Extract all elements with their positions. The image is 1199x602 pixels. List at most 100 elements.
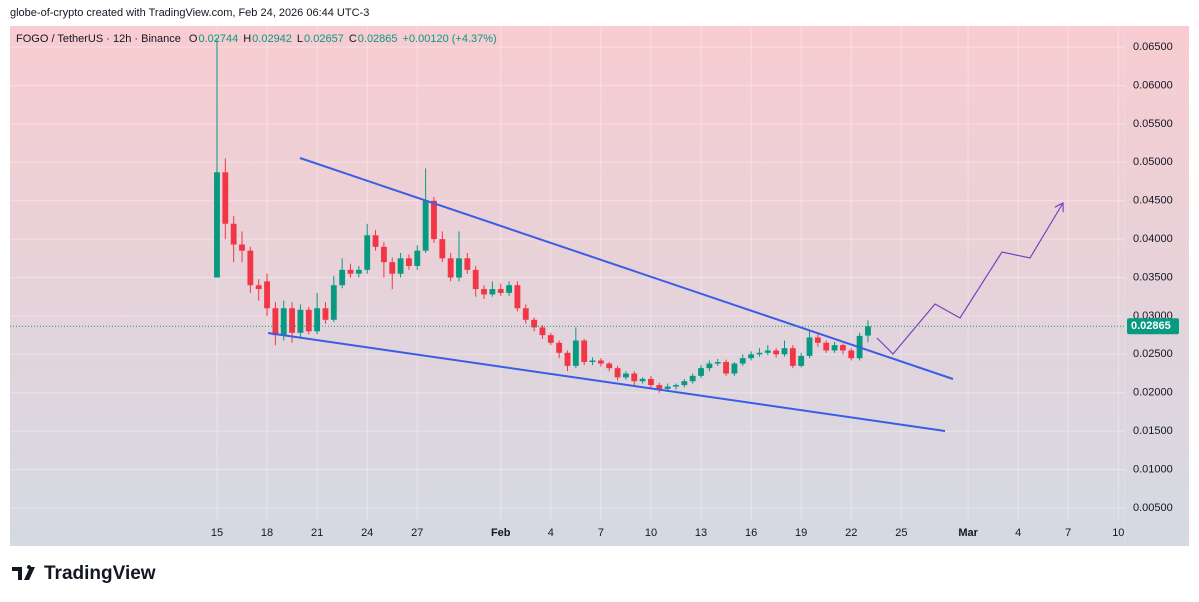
candle-body bbox=[272, 308, 279, 336]
candle-body bbox=[330, 285, 337, 320]
candle-body bbox=[723, 362, 729, 374]
candle-body bbox=[706, 363, 713, 369]
ohlc-value: 0.02744 bbox=[198, 33, 238, 45]
candle-body bbox=[748, 354, 755, 359]
candle-body bbox=[673, 385, 679, 387]
y-tick-label: 0.06000 bbox=[1133, 79, 1173, 91]
x-tick-label: 21 bbox=[311, 527, 323, 539]
candle-body bbox=[798, 355, 805, 366]
y-tick-label: 0.02500 bbox=[1133, 348, 1173, 360]
brand-name: TradingView bbox=[44, 563, 156, 584]
candle-body bbox=[556, 342, 563, 353]
y-tick-label: 0.05000 bbox=[1133, 156, 1173, 168]
candle-body bbox=[639, 378, 646, 382]
candle-body bbox=[522, 308, 529, 320]
candle-body bbox=[422, 200, 429, 251]
candle-body bbox=[547, 335, 554, 343]
candle-body bbox=[764, 350, 771, 353]
candle-body bbox=[681, 381, 688, 386]
ohlc-label: H bbox=[243, 33, 251, 45]
candle-body bbox=[689, 375, 696, 382]
y-tick-label: 0.01500 bbox=[1133, 425, 1173, 437]
candle-body bbox=[739, 358, 746, 364]
candle-body bbox=[380, 246, 387, 263]
candle-body bbox=[506, 285, 513, 293]
brand-logo: TradingView bbox=[12, 563, 156, 584]
candle-body bbox=[581, 340, 588, 363]
candle-body bbox=[389, 262, 396, 274]
candle-body bbox=[589, 360, 596, 363]
candle-body bbox=[714, 362, 721, 364]
candle-body bbox=[831, 345, 838, 351]
candle-body bbox=[539, 327, 546, 336]
candle-body bbox=[339, 269, 346, 286]
candle-body bbox=[431, 200, 437, 240]
candle-body bbox=[648, 378, 654, 386]
candle-body bbox=[247, 250, 254, 286]
candle-body bbox=[355, 269, 362, 274]
x-tick-label: 22 bbox=[845, 527, 857, 539]
y-tick-label: 0.05500 bbox=[1133, 118, 1173, 130]
candles bbox=[214, 37, 871, 393]
candle-body bbox=[372, 235, 379, 247]
candle-body bbox=[322, 308, 329, 320]
candle-body bbox=[472, 269, 479, 290]
x-tick-label: 18 bbox=[261, 527, 273, 539]
candle-body bbox=[514, 285, 521, 309]
candle-body bbox=[606, 363, 613, 369]
x-tick-label: 4 bbox=[1015, 527, 1021, 539]
x-tick-label: 19 bbox=[795, 527, 807, 539]
y-tick-label: 0.04000 bbox=[1133, 233, 1173, 245]
chart-background bbox=[10, 26, 1189, 546]
y-tick-label: 0.06500 bbox=[1133, 41, 1173, 53]
lower-trendline bbox=[267, 332, 946, 432]
x-tick-label: Mar bbox=[958, 527, 978, 539]
candle-body bbox=[531, 319, 538, 328]
x-tick-label: 27 bbox=[411, 527, 423, 539]
candle-body bbox=[572, 340, 579, 366]
candle-body bbox=[865, 326, 871, 336]
last-price-tag bbox=[1127, 318, 1179, 335]
candle-body bbox=[264, 281, 270, 309]
candle-body bbox=[230, 223, 237, 245]
legend: FOGO / TetherUS · 12h · Binance O 0.02744 H… bbox=[16, 33, 497, 45]
x-tick-label: 7 bbox=[1065, 527, 1071, 539]
candle-body bbox=[781, 348, 788, 355]
x-tick-label: 16 bbox=[745, 527, 757, 539]
y-tick-label: 0.04500 bbox=[1133, 195, 1173, 207]
x-tick-label: 4 bbox=[548, 527, 554, 539]
candle-body bbox=[814, 337, 821, 343]
candle-body bbox=[314, 308, 321, 332]
ohlc-label: L bbox=[297, 33, 303, 45]
axes: 0.005000.010000.015000.020000.025000.030… bbox=[10, 41, 1179, 539]
y-tick-label: 0.01000 bbox=[1133, 463, 1173, 475]
candle-body bbox=[656, 385, 663, 389]
candle-body bbox=[255, 285, 262, 290]
candle-body bbox=[222, 172, 229, 224]
y-tick-label: 0.00500 bbox=[1133, 502, 1173, 514]
credit: globe-of-crypto created with TradingView… bbox=[10, 7, 369, 19]
candle-body bbox=[464, 258, 471, 270]
change: +0.00120 (+4.37%) bbox=[403, 33, 497, 45]
candle-body bbox=[289, 308, 296, 333]
candle-body bbox=[481, 289, 487, 295]
x-tick-label: 7 bbox=[598, 527, 604, 539]
ohlc-value: 0.02942 bbox=[252, 33, 292, 45]
projection-path bbox=[876, 203, 1063, 355]
candle-body bbox=[364, 235, 371, 270]
candle-body bbox=[806, 337, 813, 356]
candle-body bbox=[698, 368, 704, 376]
candle-body bbox=[614, 368, 621, 378]
y-tick-label: 0.03500 bbox=[1133, 271, 1173, 283]
candle-body bbox=[631, 373, 638, 382]
candle-body bbox=[597, 360, 604, 364]
x-tick-label: 10 bbox=[1112, 527, 1124, 539]
x-tick-label: Feb bbox=[491, 527, 511, 539]
x-tick-label: 15 bbox=[211, 527, 223, 539]
ohlc-value: 0.02657 bbox=[304, 33, 344, 45]
x-tick-label: 13 bbox=[695, 527, 707, 539]
candle-body bbox=[497, 289, 504, 293]
candle-body bbox=[489, 289, 496, 295]
candle-body bbox=[297, 309, 304, 333]
